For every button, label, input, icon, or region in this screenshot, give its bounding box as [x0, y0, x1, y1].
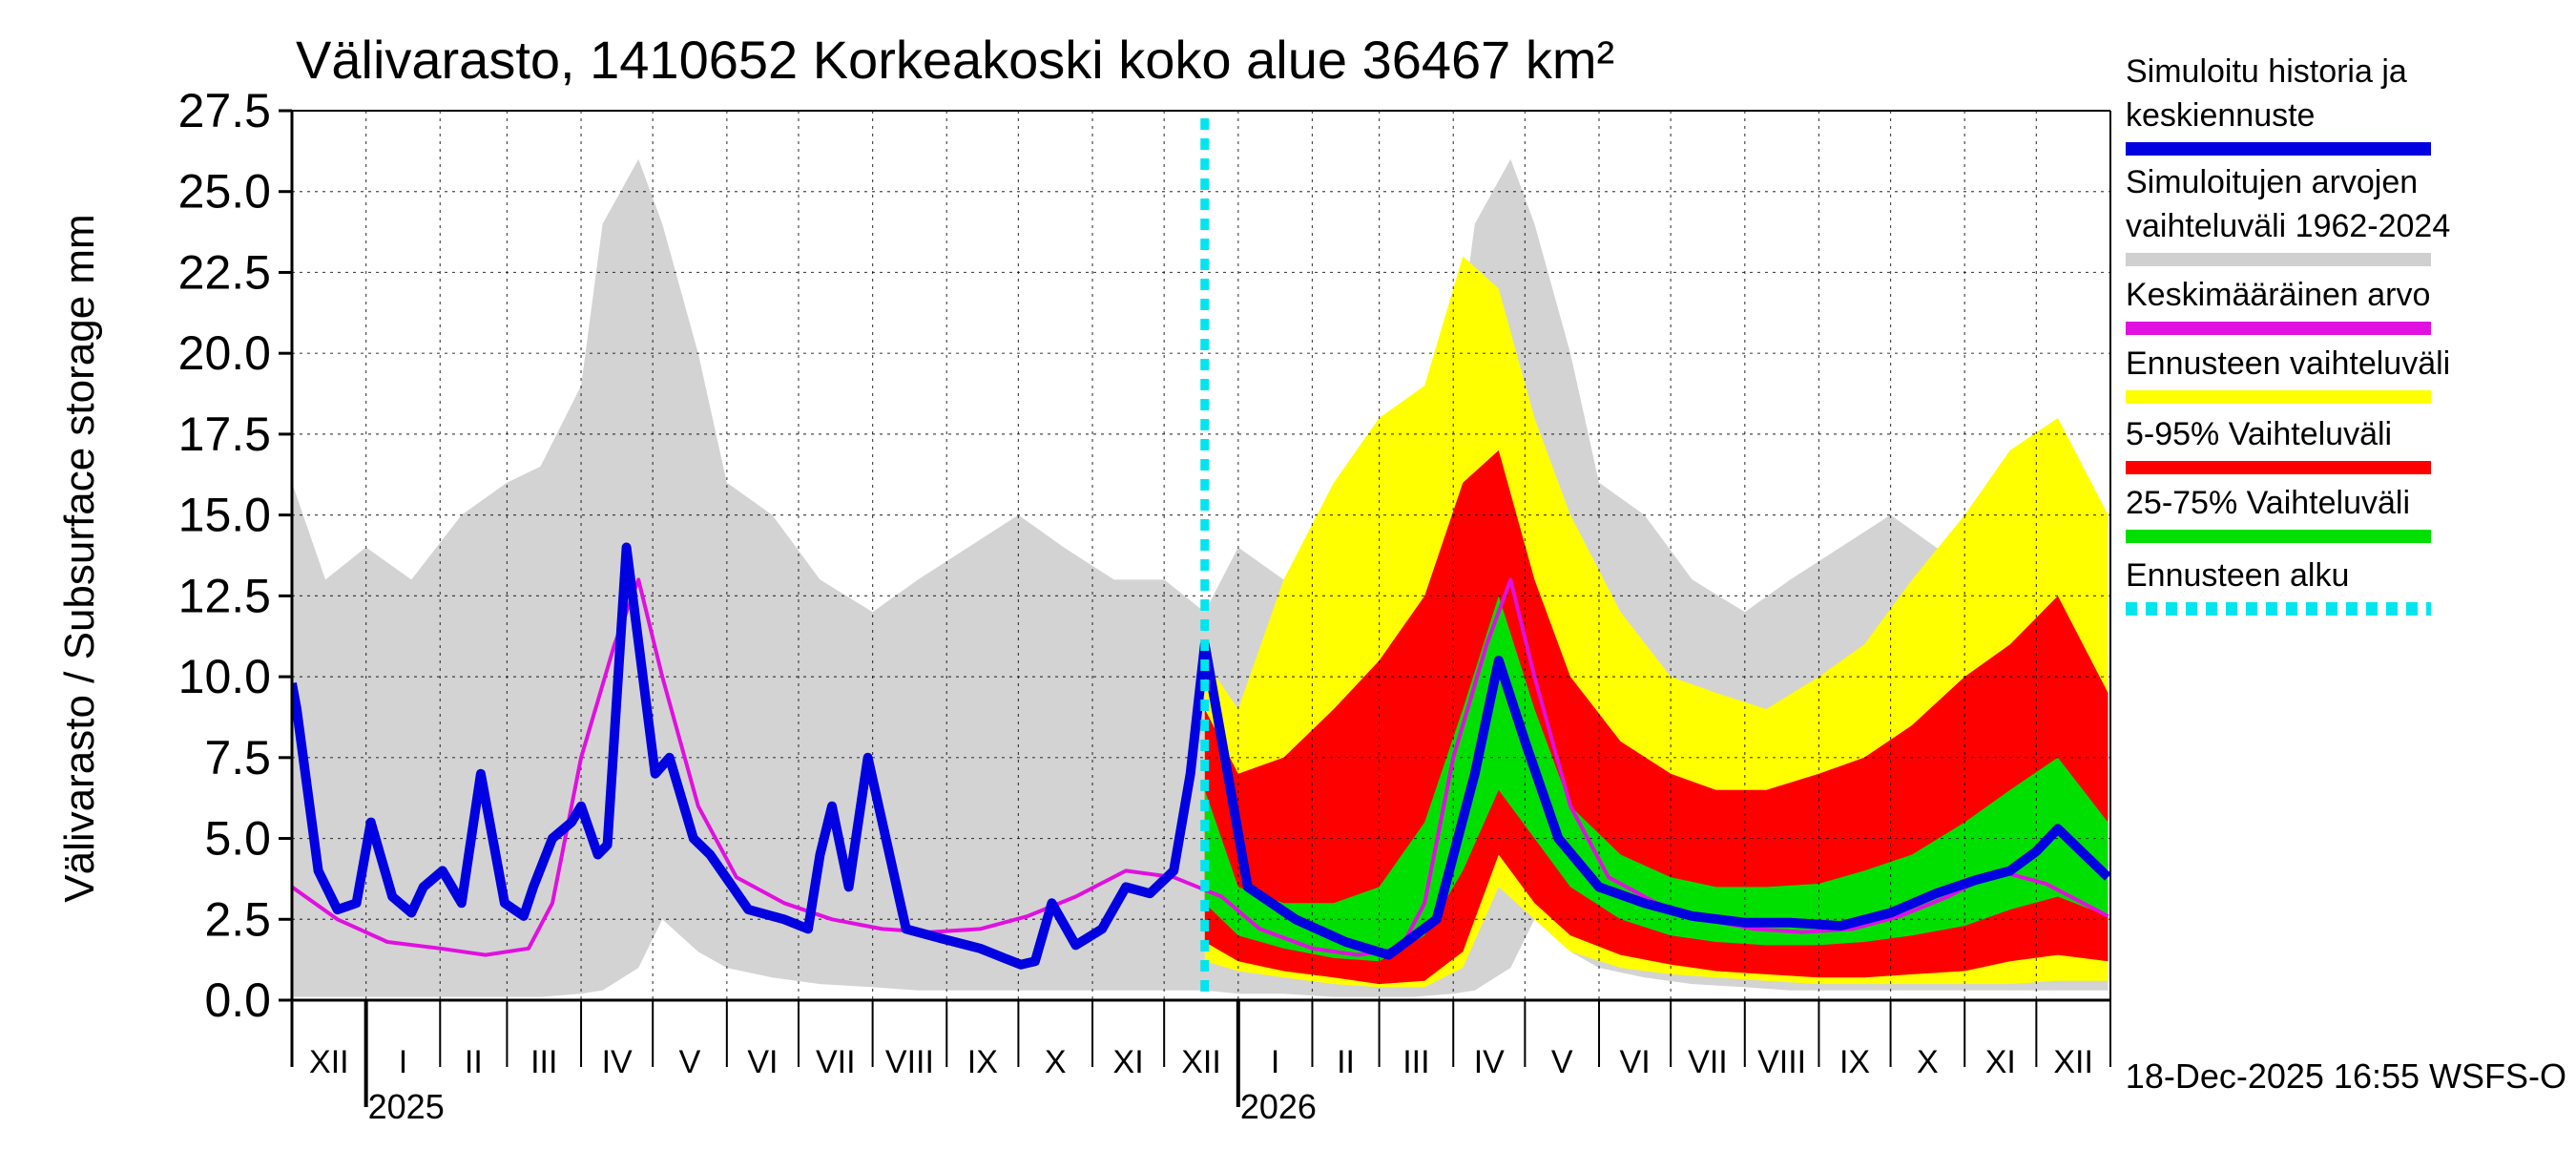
- x-tick-label-month: I: [399, 1044, 407, 1080]
- y-tick-label: 20.0: [178, 326, 271, 380]
- y-tick-label: 10.0: [178, 650, 271, 703]
- footer-timestamp: 18-Dec-2025 16:55 WSFS-O: [2126, 1056, 2566, 1096]
- x-tick-label-month: II: [465, 1044, 483, 1080]
- x-tick-label-month: V: [1551, 1044, 1573, 1080]
- legend-label: 25-75% Vaihteluväli: [2126, 485, 2410, 521]
- x-tick-label-month: VI: [1620, 1044, 1651, 1080]
- x-tick-label-month: VII: [1688, 1044, 1728, 1080]
- legend-label: Simuloitujen arvojen: [2126, 164, 2418, 200]
- x-tick-label-month: IV: [1474, 1044, 1505, 1080]
- x-tick-label-month: XII: [2053, 1044, 2093, 1080]
- x-tick-label-month: X: [1917, 1044, 1939, 1080]
- y-tick-label: 7.5: [204, 731, 271, 784]
- x-tick-label-month: III: [530, 1044, 557, 1080]
- y-tick-label: 2.5: [204, 892, 271, 946]
- x-tick-label-month: IX: [967, 1044, 998, 1080]
- series-lines: [292, 542, 2110, 970]
- x-tick-label-month: IX: [1839, 1044, 1870, 1080]
- x-tick-label-month: XII: [309, 1044, 349, 1080]
- x-tick-label-month: III: [1402, 1044, 1429, 1080]
- x-tick-label-month: XII: [1181, 1044, 1221, 1080]
- x-tick-labels: XII I II III IV V VI VII VIII IX X XI XII I II III IV V VI…: [291, 1000, 2093, 1126]
- legend-label: Simuloitu historia ja: [2126, 53, 2407, 90]
- legend-label: Ennusteen vaihteluväli: [2126, 345, 2450, 382]
- legend-label: vaihteluväli 1962-2024: [2126, 208, 2450, 244]
- x-tick-label-month: VIII: [885, 1044, 934, 1080]
- series-bands: [292, 158, 2109, 997]
- x-tick-label-month: VII: [816, 1044, 856, 1080]
- y-tick-label: 17.5: [178, 408, 271, 461]
- line-keskim-r-inen-arvo: [292, 577, 2109, 957]
- legend: Simuloitu historia ja keskiennuste Simuloi…: [2126, 53, 2450, 616]
- x-tick-label-month: II: [1337, 1044, 1355, 1080]
- legend-label: keskiennuste: [2126, 97, 2315, 134]
- x-tick-label-month: VIII: [1757, 1044, 1806, 1080]
- legend-label: Keskimääräinen arvo: [2126, 277, 2430, 313]
- x-tick-label-month: IV: [602, 1044, 633, 1080]
- x-tick-label-month: XI: [1985, 1044, 2016, 1080]
- x-tick-label-month: VI: [747, 1044, 778, 1080]
- x-tick-label-month: I: [1271, 1044, 1279, 1080]
- line-simuloitu-historia-ja-keskiennuste: [292, 542, 2110, 970]
- y-tick-label: 25.0: [178, 165, 271, 219]
- chart-title: Välivarasto, 1410652 Korkeakoski koko al…: [296, 30, 1614, 90]
- x-tick-label-year: 2025: [368, 1087, 445, 1126]
- x-tick-label-month: V: [679, 1044, 701, 1080]
- y-tick-label: 5.0: [204, 812, 271, 866]
- x-tick-label-year: 2026: [1240, 1087, 1317, 1126]
- y-axis-label: Välivarasto / Subsurface storage mm: [56, 214, 103, 902]
- y-tick-labels: 0.0 2.5 5.0 7.5 10.0 12.5 15.0 17.5 20.0 22.5 25.0…: [178, 84, 292, 1027]
- x-tick-label-month: X: [1045, 1044, 1067, 1080]
- y-tick-label: 0.0: [204, 973, 271, 1027]
- legend-label: 5-95% Vaihteluväli: [2126, 416, 2392, 452]
- legend-label: Ennusteen alku: [2126, 557, 2349, 594]
- y-tick-label: 12.5: [178, 569, 271, 622]
- y-tick-label: 15.0: [178, 489, 271, 542]
- y-tick-label: 27.5: [178, 84, 271, 137]
- y-tick-label: 22.5: [178, 245, 271, 299]
- axes: [290, 110, 2111, 1067]
- x-tick-label-month: XI: [1113, 1044, 1144, 1080]
